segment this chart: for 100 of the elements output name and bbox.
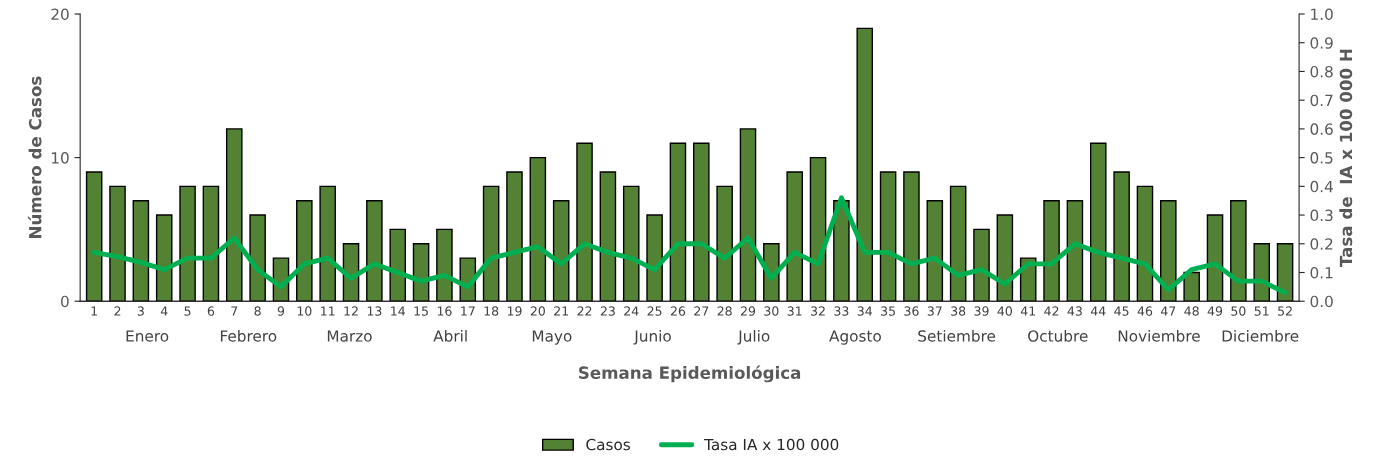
x-tick-label: 45 xyxy=(1114,306,1129,316)
x-tick-label: 43 xyxy=(1067,306,1082,316)
bar xyxy=(296,199,313,302)
y2-tick-label: 0.8 xyxy=(1310,65,1333,78)
bar xyxy=(576,142,593,302)
legend-label: Casos xyxy=(586,438,631,451)
x-tick-label: 10 xyxy=(297,306,312,316)
x-tick-label: 46 xyxy=(1137,306,1153,316)
bar xyxy=(319,185,336,302)
x-tick-label: 15 xyxy=(414,306,428,316)
x-tick-label: 23 xyxy=(600,306,615,316)
bar xyxy=(622,185,640,302)
bar xyxy=(1113,171,1130,302)
bar xyxy=(926,199,944,302)
bar xyxy=(109,185,126,302)
x-tick-label: 19 xyxy=(507,306,522,316)
text: Diciembre xyxy=(1222,329,1299,342)
bar xyxy=(552,199,570,302)
x-tick-label: 16 xyxy=(437,306,452,316)
bar xyxy=(903,171,920,302)
y-tick-label: 10 xyxy=(51,152,69,164)
bar xyxy=(85,171,103,302)
bar xyxy=(249,214,266,302)
y2-tick-label: 0.0 xyxy=(1310,295,1333,308)
bar xyxy=(693,142,710,302)
x-tick-label: 49 xyxy=(1207,306,1223,316)
x-tick-label: 34 xyxy=(857,306,872,316)
x-tick-label: 8 xyxy=(254,306,261,316)
bar xyxy=(1276,243,1294,302)
bar xyxy=(599,171,617,302)
legend-label: Tasa IA x 100 000 xyxy=(704,438,839,451)
x-axis-title: Semana Epidemiológica xyxy=(579,365,801,383)
bar xyxy=(132,199,150,302)
text: Octubre xyxy=(1028,329,1088,342)
x-tick-label: 14 xyxy=(391,306,405,316)
x-tick-label: 32 xyxy=(811,306,825,316)
x-tick-label: 39 xyxy=(974,306,989,316)
bar xyxy=(716,185,733,302)
x-tick-label: 7 xyxy=(231,306,238,316)
bar xyxy=(973,228,990,302)
x-tick-label: 25 xyxy=(647,306,662,316)
x-tick-label: 44 xyxy=(1090,306,1106,316)
x-tick-label: 11 xyxy=(321,306,335,316)
x-tick-label: 52 xyxy=(1278,306,1292,316)
bar xyxy=(1253,243,1271,302)
y2-axis-title: Tasa de IA x 100 000 H xyxy=(1339,49,1353,267)
y2-tick-label: 0.4 xyxy=(1310,180,1333,193)
bar xyxy=(1089,142,1107,302)
text: Febrero xyxy=(220,329,277,342)
x-tick-label: 6 xyxy=(207,306,215,316)
bar xyxy=(389,228,407,302)
y2-tick-label: 1.0 xyxy=(1311,8,1333,21)
bar xyxy=(809,156,827,302)
x-tick-label: 51 xyxy=(1254,306,1269,316)
y-tick-label: 0 xyxy=(61,295,69,308)
bar xyxy=(669,142,687,302)
x-tick-label: 28 xyxy=(717,306,732,316)
x-tick-label: 1 xyxy=(91,306,97,316)
bar xyxy=(482,185,500,302)
x-tick-label: 26 xyxy=(670,306,686,316)
bar xyxy=(366,199,383,302)
x-tick-label: 40 xyxy=(997,306,1012,316)
x-tick-label: 47 xyxy=(1160,306,1176,316)
bar xyxy=(949,185,967,302)
x-tick-label: 12 xyxy=(344,306,358,316)
bar xyxy=(856,27,874,302)
text: Enero xyxy=(126,330,169,342)
x-tick-label: 9 xyxy=(277,306,285,316)
y2-tick-label: 0.9 xyxy=(1310,37,1333,49)
x-tick-label: 17 xyxy=(461,306,475,316)
x-tick-label: 13 xyxy=(367,306,382,316)
x-tick-label: 33 xyxy=(834,306,849,316)
bar xyxy=(1043,199,1060,302)
y2-tick-label: 0.3 xyxy=(1310,209,1333,222)
bar xyxy=(529,156,547,302)
x-tick-label: 24 xyxy=(624,306,639,316)
bar xyxy=(225,128,243,302)
bar xyxy=(155,214,173,302)
bar xyxy=(786,171,803,302)
bar xyxy=(436,228,453,302)
bar xyxy=(506,171,523,302)
bar xyxy=(739,128,757,302)
line-series xyxy=(91,195,1288,296)
y-axis-title: Número de Casos xyxy=(27,76,42,238)
text: Julio xyxy=(737,329,770,345)
bar xyxy=(1136,185,1154,302)
bar xyxy=(202,185,220,302)
x-tick-label: 22 xyxy=(577,306,592,316)
y2-tick-label: 0.6 xyxy=(1310,123,1333,135)
y2-tick-label: 0.5 xyxy=(1310,152,1333,164)
x-tick-label: 37 xyxy=(927,306,942,316)
bar xyxy=(1183,271,1200,302)
y2-tick-label: 0.1 xyxy=(1310,266,1333,279)
x-tick-label: 48 xyxy=(1184,306,1199,316)
text: Setiembre xyxy=(918,329,996,342)
y2-tick-label: 0.2 xyxy=(1310,238,1333,250)
x-tick-label: 41 xyxy=(1020,306,1036,316)
bar xyxy=(179,185,196,302)
x-tick-label: 2 xyxy=(114,306,121,316)
text: Marzo xyxy=(327,330,372,342)
